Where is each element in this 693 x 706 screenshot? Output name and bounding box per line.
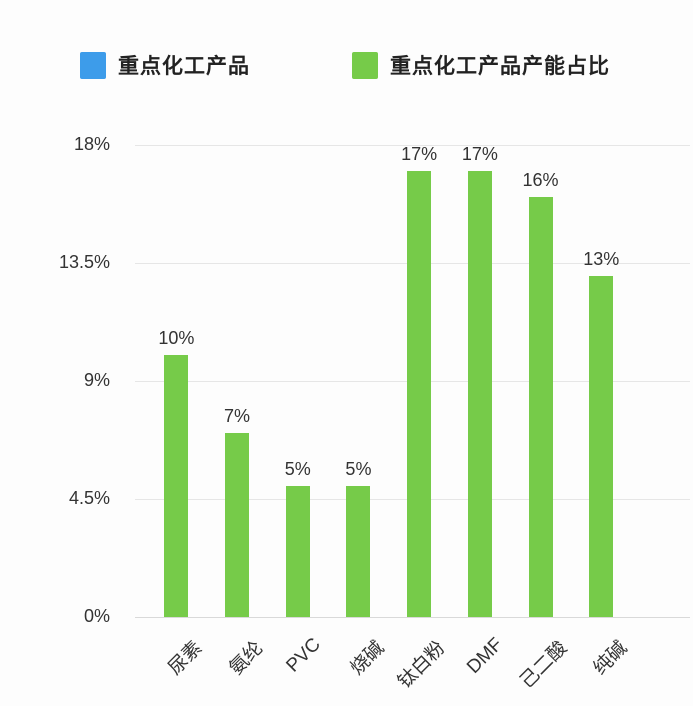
x-axis-category-label: 尿素: [165, 637, 207, 680]
bar-DMF: [467, 171, 492, 617]
gridline: [135, 617, 690, 618]
bar-PVC: [285, 485, 310, 617]
bar-value-label: 13%: [583, 249, 620, 270]
bar-烧碱: [346, 485, 371, 617]
x-axis-category-label: 烧碱: [347, 637, 389, 680]
bar-value-label: 16%: [522, 170, 559, 191]
bar-纯碱: [589, 276, 614, 617]
bar-己二酸: [528, 197, 553, 617]
bar-value-label: 7%: [224, 406, 251, 427]
bar-value-label: 17%: [401, 144, 438, 165]
legend-label: 重点化工产品产能占比: [390, 55, 610, 78]
legend-swatch-blue: [80, 51, 106, 79]
y-axis-tick-label: 18%: [73, 134, 110, 154]
x-axis-category-label: 氨纶: [225, 637, 268, 680]
legend-item-primary-series[interactable]: 重点化工产品: [80, 50, 250, 80]
bar-尿素: [164, 354, 189, 617]
y-axis-tick-label: 9%: [83, 370, 110, 390]
x-axis-category-label: DMF: [462, 634, 507, 678]
bar-钛白粉: [407, 171, 432, 617]
bar-氨纶: [225, 433, 250, 617]
legend-label: 重点化工产品: [118, 55, 250, 78]
y-axis-tick-label: 4.5%: [68, 488, 110, 508]
bar-value-label: 10%: [158, 327, 195, 348]
x-axis-category-label: 钛白粉: [394, 637, 450, 693]
y-axis-tick-label: 13.5%: [58, 252, 110, 272]
y-axis-tick-label: 0%: [83, 606, 110, 626]
chart-legend: 重点化工产品 重点化工产品产能占比: [0, 50, 693, 80]
x-axis-category-label: PVC: [282, 634, 325, 677]
bar-value-label: 5%: [284, 458, 311, 479]
legend-swatch-green: [352, 51, 378, 79]
bar-value-label: 5%: [345, 458, 372, 479]
legend-item-capacity-share-series[interactable]: 重点化工产品产能占比: [352, 50, 610, 80]
gridline: [135, 145, 690, 146]
x-axis-category-label: 纯碱: [589, 637, 632, 680]
bar-value-label: 17%: [461, 144, 498, 165]
x-axis-category-label: 己二酸: [515, 637, 571, 693]
